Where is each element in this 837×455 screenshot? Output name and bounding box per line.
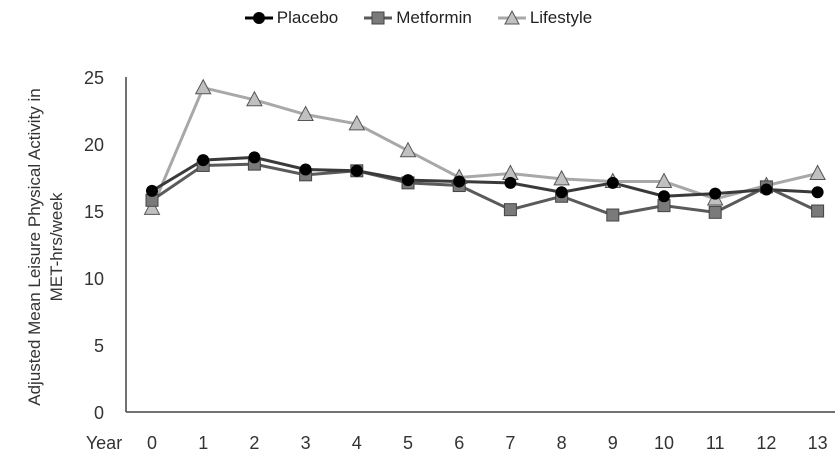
data-point-placebo bbox=[811, 186, 824, 199]
x-tick-label: 3 bbox=[301, 433, 311, 453]
data-point-metformin bbox=[606, 208, 620, 222]
series-line-metformin bbox=[151, 162, 819, 217]
data-point-placebo bbox=[760, 183, 773, 196]
data-point-placebo bbox=[248, 151, 261, 164]
x-tick-label: 11 bbox=[706, 433, 725, 453]
y-tick-labels: 0 5 10 15 20 25 bbox=[84, 68, 104, 423]
legend-label-placebo: Placebo bbox=[276, 8, 339, 27]
legend-item-placebo: Placebo bbox=[244, 8, 339, 28]
data-point-placebo bbox=[146, 184, 158, 197]
y-tick-label: 15 bbox=[84, 202, 104, 222]
series-line-placebo bbox=[151, 155, 818, 198]
data-point-metformin bbox=[503, 203, 517, 217]
data-point-lifestyle bbox=[246, 90, 263, 107]
data-point-metformin bbox=[811, 204, 825, 218]
series-line-lifestyle bbox=[150, 85, 818, 209]
data-point-placebo bbox=[504, 176, 517, 189]
y-axis-label-line-1: Adjusted Mean Leisure Physical Activity … bbox=[25, 88, 44, 406]
data-point-lifestyle bbox=[809, 164, 826, 180]
data-point-placebo bbox=[709, 187, 722, 200]
data-point-placebo bbox=[350, 164, 363, 177]
data-point-lifestyle bbox=[655, 172, 673, 189]
x-tick-label: 4 bbox=[352, 433, 362, 453]
legend-label-metformin: Metformin bbox=[396, 8, 472, 27]
y-tick-label: 25 bbox=[84, 68, 104, 88]
data-point-lifestyle bbox=[194, 78, 212, 95]
data-point-placebo bbox=[197, 154, 210, 167]
data-point-placebo bbox=[555, 186, 568, 199]
legend: Placebo Metformin Lifestyle bbox=[0, 8, 837, 28]
data-point-placebo bbox=[299, 163, 312, 176]
legend-item-metformin: Metformin bbox=[364, 8, 472, 28]
x-axis-label: Year bbox=[86, 433, 122, 453]
data-point-lifestyle bbox=[143, 199, 161, 215]
y-axis-label-line-2: MET-hrs/week bbox=[47, 192, 66, 301]
series-markers bbox=[143, 78, 826, 222]
x-tick-labels: 0 1 2 3 4 5 6 7 8 9 10 11 12 13 bbox=[147, 433, 828, 453]
x-tick-label: 8 bbox=[557, 433, 567, 453]
y-tick-label: 0 bbox=[94, 403, 104, 423]
y-tick-label: 5 bbox=[94, 336, 104, 356]
y-tick-label: 20 bbox=[84, 135, 104, 155]
data-point-placebo bbox=[658, 190, 670, 203]
x-tick-label: 13 bbox=[808, 433, 828, 453]
data-point-metformin bbox=[708, 205, 722, 219]
data-point-placebo bbox=[606, 176, 619, 189]
x-tick-label: 2 bbox=[249, 433, 259, 453]
x-tick-label: 0 bbox=[147, 433, 157, 453]
x-tick-label: 9 bbox=[608, 433, 618, 453]
series-lines bbox=[150, 85, 819, 217]
axes bbox=[125, 77, 835, 413]
legend-label-lifestyle: Lifestyle bbox=[529, 8, 593, 27]
legend-swatch-placebo bbox=[244, 12, 273, 24]
data-point-placebo bbox=[402, 174, 414, 187]
data-point-lifestyle bbox=[348, 114, 366, 131]
x-tick-label: 1 bbox=[198, 433, 208, 453]
data-point-lifestyle bbox=[297, 105, 314, 122]
y-tick-label: 10 bbox=[84, 269, 104, 289]
x-tick-label: 5 bbox=[403, 433, 413, 453]
legend-item-lifestyle: Lifestyle bbox=[497, 8, 593, 28]
x-tick-label: 6 bbox=[454, 433, 464, 453]
data-point-lifestyle bbox=[399, 141, 417, 158]
legend-swatch-lifestyle bbox=[497, 10, 526, 25]
data-point-placebo bbox=[453, 175, 466, 188]
x-tick-label: 7 bbox=[505, 433, 515, 453]
x-tick-label: 10 bbox=[654, 433, 674, 453]
data-point-lifestyle bbox=[553, 169, 570, 186]
legend-swatch-metformin bbox=[364, 11, 393, 25]
x-tick-label: 12 bbox=[756, 433, 776, 453]
